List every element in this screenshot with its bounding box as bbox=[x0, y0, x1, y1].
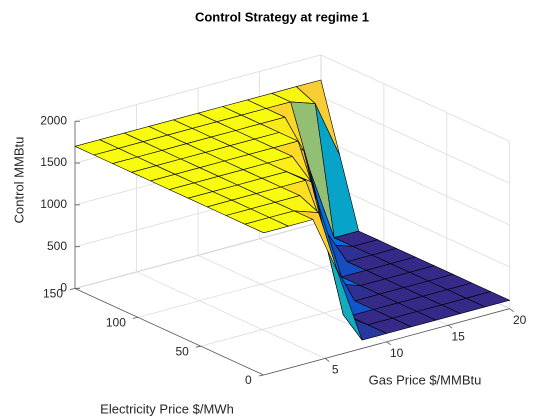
x-tick-label: 15 bbox=[451, 329, 465, 343]
y-tick bbox=[195, 345, 201, 348]
x-axis-label: Gas Price $/MMBtu bbox=[369, 372, 482, 387]
y-tick-label: 100 bbox=[106, 316, 126, 330]
grid-line bbox=[320, 179, 510, 268]
y-tick-label: 0 bbox=[245, 373, 252, 387]
y-tick bbox=[69, 288, 76, 290]
chart-title: Control Strategy at regime 1 bbox=[195, 9, 369, 24]
grid-line bbox=[320, 96, 510, 184]
grid-line bbox=[74, 221, 322, 289]
x-tick bbox=[386, 341, 391, 346]
y-tick bbox=[258, 374, 264, 377]
z-tick-label: 1000 bbox=[40, 197, 67, 211]
y-tick bbox=[132, 316, 138, 319]
x-tick bbox=[324, 358, 330, 362]
grid-line bbox=[136, 271, 326, 359]
y-tick-label: 150 bbox=[43, 287, 63, 301]
grid-line bbox=[320, 138, 510, 226]
z-tick-label: 0 bbox=[60, 281, 67, 295]
z-tick-label: 2000 bbox=[40, 113, 67, 127]
grid-line bbox=[74, 54, 322, 122]
grid-line bbox=[320, 54, 510, 142]
z-axis-label: Control MMBtu bbox=[11, 137, 26, 224]
y-axis-label: Electricity Price $/MWh bbox=[100, 401, 234, 416]
x-tick-label: 20 bbox=[513, 313, 527, 327]
z-tick-label: 500 bbox=[47, 239, 67, 253]
x-tick-label: 5 bbox=[332, 363, 339, 377]
x-tick-label: 10 bbox=[390, 346, 404, 360]
x-tick bbox=[509, 308, 514, 312]
x-axis bbox=[263, 308, 510, 376]
surface-patch bbox=[244, 217, 289, 234]
z-tick-label: 1500 bbox=[40, 155, 67, 169]
y-tick-label: 50 bbox=[175, 344, 189, 358]
x-tick bbox=[447, 324, 453, 329]
y-axis bbox=[74, 288, 264, 376]
